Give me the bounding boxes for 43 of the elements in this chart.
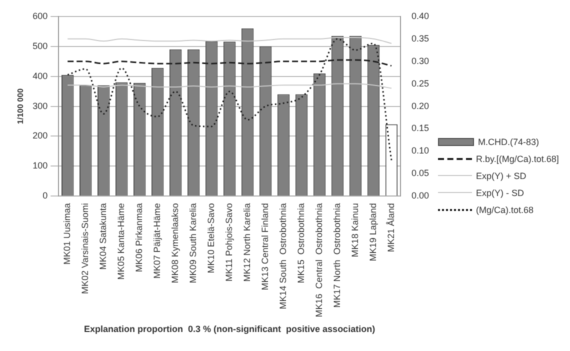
x-tick-label: MK06 Pirkanmaa — [134, 203, 144, 272]
y-tick-label: 500 — [32, 40, 48, 51]
x-tick-label: MK12 North Karelia — [242, 203, 252, 282]
y2-tick-label: 0.30 — [411, 56, 430, 66]
y2-tick-label: 0.15 — [411, 123, 430, 134]
legend-label: R.by.[(Mg/Ca).tot.68] — [476, 154, 559, 164]
legend-label: (Mg/Ca).tot.68 — [476, 204, 534, 214]
legend-label: Exp(Y) - SD — [476, 188, 524, 198]
x-tick-label: MK19 Lapland — [368, 203, 378, 262]
x-tick-label: MK10 Etelä-Savo — [206, 203, 216, 274]
x-tick-label: MK21 Åland — [386, 203, 396, 252]
x-tick-label: MK05 Kanta-Häme — [116, 203, 126, 280]
x-tick-label: MK18 Kainuu — [350, 203, 360, 258]
line-series — [66, 38, 392, 161]
legend-label: Exp(Y) + SD — [476, 170, 526, 180]
x-tick-label: MK04 Satakunta — [98, 203, 108, 270]
y2-tick-label: 0.20 — [411, 100, 430, 111]
y-tick-label: 400 — [32, 70, 48, 81]
y2-tick-label: 0.00 — [411, 190, 430, 201]
x-tick-label: MK02 Varsinais-Suomi — [80, 203, 90, 294]
y2-tick-label: 0.25 — [411, 78, 430, 88]
y2-tick-label: 0.05 — [411, 168, 430, 178]
x-tick-label: MK08 Kymenlaakso — [170, 203, 180, 284]
x-tick-label: MK14 South Ostrobothnia — [278, 203, 288, 310]
x-tick-label: MK13 Central Finland — [260, 203, 270, 290]
y2-tick-label: 0.10 — [411, 146, 430, 156]
y-tick-label: 0 — [42, 190, 48, 201]
x-tick-label: MK17 North Ostrobothnia — [332, 203, 342, 308]
x-tick-label: MK09 South Karelia — [188, 203, 198, 284]
y-axis-title: 1/100 000 — [16, 88, 26, 124]
y-tick-label: 600 — [32, 10, 48, 21]
y-tick-label: 200 — [32, 130, 48, 141]
y-tick-label: 100 — [32, 160, 48, 171]
y-tick-label: 300 — [32, 100, 48, 111]
legend-label: M.CHD.(74-83) — [478, 136, 540, 146]
x-tick-label: MK01 Uusimaa — [62, 203, 72, 265]
x-tick-label: MK11 Pohjois-Savo — [224, 203, 234, 282]
y2-tick-label: 0.35 — [411, 33, 430, 44]
x-tick-label: MK16 Central Ostrobothnia — [314, 203, 324, 318]
x-tick-label: MK15 Ostrobothnia — [296, 203, 306, 284]
x-axis-title: Explanation proportion 0.3 % (non-significant positive association) — [84, 324, 376, 334]
x-tick-label: MK07 Päijät-Häme — [152, 203, 162, 279]
y2-tick-label: 0.40 — [411, 10, 430, 21]
